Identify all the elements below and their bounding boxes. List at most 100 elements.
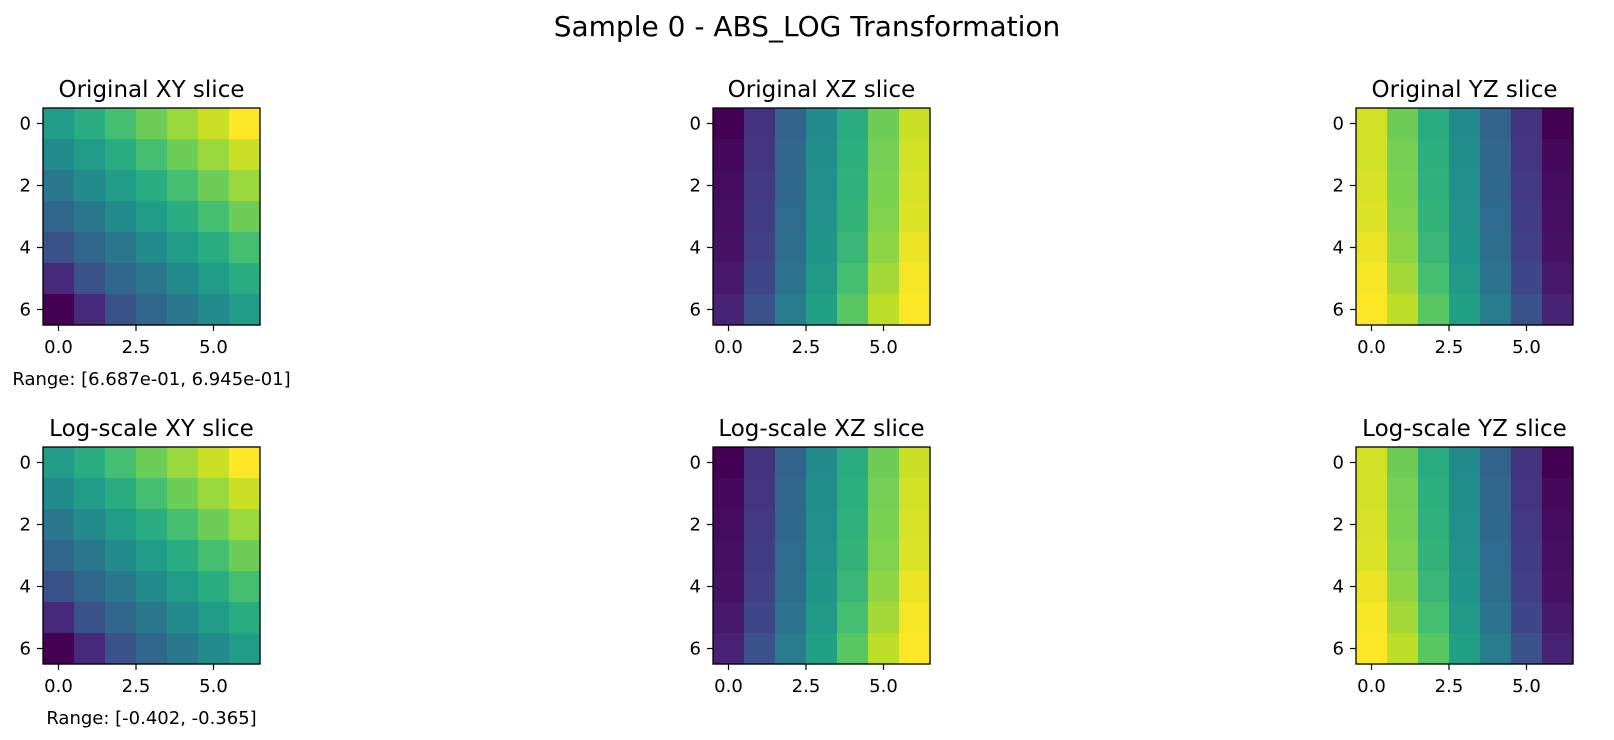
y-tick-label: 0 [1333,114,1344,135]
heatmap-cell [1449,139,1481,171]
heatmap-cell [198,509,230,541]
heatmap-cell [744,540,776,572]
range-annotation: Range: [6.687e-01, 6.945e-01] [12,369,290,390]
heatmap-cell [43,108,75,140]
heatmap-cell [868,447,900,479]
heatmap-cell [229,232,261,264]
heatmap-cell [1356,294,1388,326]
heatmap-cell [899,201,931,233]
heatmap-cell [744,509,776,541]
heatmap-cell [1356,170,1388,202]
heatmap-cell [198,263,230,295]
heatmap-cell [868,201,900,233]
heatmap-cell [198,139,230,171]
heatmap-cell [1418,633,1450,665]
heatmap-cell [198,170,230,202]
heatmap-cell [744,633,776,665]
heatmap-cell [713,478,745,510]
heatmap-cell [1511,633,1543,665]
heatmap-cell [1449,447,1481,479]
panel-title: Original XZ slice [728,77,916,103]
panels-group: Original XY slice 0.0 2.5 5.0 0 2 4 6 Range: [6.… [12,77,1574,729]
heatmap-cell [868,139,900,171]
heatmap-cell [899,263,931,295]
heatmap-cell [229,478,261,510]
heatmap-cell [1356,478,1388,510]
heatmap-cell [837,232,869,264]
heatmap-cell [899,633,931,665]
heatmap-cell [43,571,75,603]
heatmap-cell [899,478,931,510]
heatmap-cell [744,571,776,603]
heatmap-cell [167,447,199,479]
heatmap-cell [775,540,807,572]
y-tick-label: 6 [690,300,701,321]
heatmap-cell [1387,263,1419,295]
heatmap-cell [43,263,75,295]
heatmap-cell [229,571,261,603]
heatmap-cell [198,633,230,665]
heatmap-cell [1542,170,1574,202]
heatmap-cell [229,170,261,202]
heatmap-cell [806,633,838,665]
panel-title: Log-scale XY slice [49,416,254,442]
heatmap-cell [837,540,869,572]
heatmap-cell [744,108,776,140]
heatmap-cell [1511,139,1543,171]
y-tick-label: 0 [20,453,31,474]
heatmap-cell [868,509,900,541]
heatmap-cell [1542,108,1574,140]
heatmap-cell [806,540,838,572]
heatmap-cell [713,602,745,634]
heatmap-cell [1542,447,1574,479]
heatmap-cell [806,170,838,202]
y-tick-label: 2 [690,176,701,197]
heatmap-cell [1511,447,1543,479]
heatmap-cell [837,170,869,202]
heatmap-cell [744,232,776,264]
heatmap-cell [198,602,230,634]
heatmap-cell [74,602,106,634]
heatmap-cell [713,232,745,264]
heatmap-cell [806,294,838,326]
heatmap-cell [1356,602,1388,634]
heatmap-cell [105,571,137,603]
y-tick-label: 4 [20,238,31,259]
heatmap-panel: Original XZ slice 0.0 2.5 5.0 0 2 4 6 [690,77,931,358]
heatmap-cell [167,108,199,140]
heatmap-cell [1356,540,1388,572]
heatmap-cell [167,633,199,665]
y-tick-label: 0 [20,114,31,135]
heatmap-cell [899,108,931,140]
heatmap-cell [1387,571,1419,603]
x-tick-label: 2.5 [792,337,821,358]
heatmap-cell [1511,509,1543,541]
heatmap-cell [1449,509,1481,541]
heatmap-cell [136,170,168,202]
heatmap-cell [775,201,807,233]
heatmap-cell [713,139,745,171]
x-tick-label: 2.5 [122,676,151,697]
x-tick-label: 2.5 [1435,337,1464,358]
heatmap-cell [167,201,199,233]
heatmap-cell [1356,633,1388,665]
heatmap-cell [105,263,137,295]
heatmap-cell [198,447,230,479]
heatmap-cell [1480,602,1512,634]
heatmap-cell [167,571,199,603]
heatmap-cell [74,170,106,202]
heatmap-cell [1418,232,1450,264]
heatmap-cell [43,478,75,510]
heatmap-cell [868,108,900,140]
heatmap-cell [713,540,745,572]
heatmap-cell [806,232,838,264]
heatmap-cell [806,571,838,603]
heatmap-cell [837,139,869,171]
heatmap-cell [74,232,106,264]
heatmap-cell [74,447,106,479]
heatmap-cell [1449,201,1481,233]
heatmap-cell [806,602,838,634]
heatmap-cell [713,263,745,295]
heatmap-cell [713,447,745,479]
